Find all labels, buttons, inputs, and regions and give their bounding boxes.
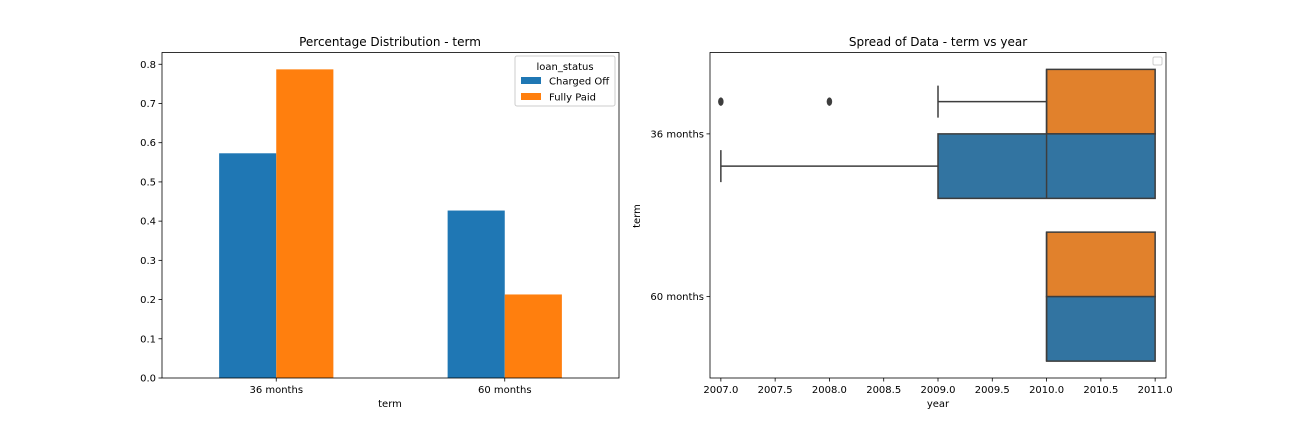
y-tick-label: 0.6 bbox=[140, 138, 156, 149]
legend: loan_status Charged Off Fully Paid bbox=[514, 55, 616, 107]
box-plot: Spread of Data - term vs year 2007.0 2007… bbox=[632, 35, 1173, 410]
y-tick-label: 36 months bbox=[650, 129, 704, 140]
x-tick-label: 2011.0 bbox=[1138, 385, 1173, 396]
bar-group bbox=[219, 69, 562, 378]
y-tick-label: 60 months bbox=[650, 292, 704, 303]
y-tick-label: 0.8 bbox=[140, 60, 156, 71]
bar-fully-paid-0 bbox=[276, 69, 334, 378]
y-tick-label: 0.0 bbox=[140, 374, 156, 385]
y-tick-label: 0.5 bbox=[140, 177, 156, 188]
bar-charged-off-1 bbox=[447, 210, 505, 378]
box-group bbox=[718, 68, 1156, 362]
x-axis-ticks: 36 months 60 months bbox=[249, 378, 532, 396]
box-plot-title: Spread of Data - term vs year bbox=[849, 35, 1027, 49]
box-body bbox=[1045, 231, 1156, 298]
plot-area-frame bbox=[709, 52, 1167, 379]
x-tick-label: 2007.0 bbox=[703, 385, 738, 396]
x-axis-ticks: 2007.0 2007.5 2008.0 2008.5 2009.0 2009.5 2010… bbox=[703, 378, 1173, 396]
y-axis-ticks: 0.0 0.1 0.2 0.3 0.4 0.5 0.6 0.7 0.8 bbox=[140, 60, 162, 385]
y-tick-label: 0.1 bbox=[140, 334, 156, 345]
legend-title: loan_status bbox=[536, 62, 593, 73]
bar-fully-paid-1 bbox=[504, 294, 562, 378]
x-tick-label: 2008.0 bbox=[812, 385, 847, 396]
box-36-months-fully-paid bbox=[718, 68, 1156, 135]
bar-chart-title: Percentage Distribution - term bbox=[299, 35, 481, 49]
legend-label-charged-off: Charged Off bbox=[549, 77, 610, 88]
y-tick-label: 0.4 bbox=[140, 217, 156, 228]
x-tick-label: 2008.5 bbox=[866, 385, 901, 396]
x-tick-label: 36 months bbox=[249, 385, 303, 396]
box-body bbox=[1045, 295, 1156, 362]
x-axis-label: year bbox=[927, 399, 950, 410]
x-axis-label: term bbox=[378, 399, 402, 410]
x-tick-label: 2009.5 bbox=[975, 385, 1010, 396]
legend-swatch-charged-off bbox=[521, 77, 541, 84]
legend-swatch-fully-paid bbox=[521, 93, 541, 100]
box-60-months-fully-paid bbox=[1045, 231, 1156, 298]
box-60-months-charged-off bbox=[1045, 295, 1156, 362]
bar-chart: Percentage Distribution - term 0.0 0.1 0.2… bbox=[140, 35, 620, 410]
legend-label-fully-paid: Fully Paid bbox=[549, 93, 596, 104]
x-tick-label: 2010.0 bbox=[1029, 385, 1064, 396]
x-tick-label: 60 months bbox=[478, 385, 532, 396]
box-36-months-charged-off bbox=[720, 133, 1156, 200]
empty-legend-box bbox=[1152, 56, 1163, 66]
y-axis-ticks: 36 months 60 months bbox=[650, 129, 710, 303]
x-tick-label: 2009.0 bbox=[921, 385, 956, 396]
y-axis-label: term bbox=[632, 204, 643, 228]
x-tick-label: 2007.5 bbox=[758, 385, 793, 396]
x-tick-label: 2010.5 bbox=[1083, 385, 1118, 396]
box-body bbox=[1045, 68, 1156, 135]
outlier-point bbox=[718, 97, 724, 106]
bar-charged-off-0 bbox=[219, 153, 277, 378]
y-tick-label: 0.3 bbox=[140, 256, 156, 267]
y-tick-label: 0.2 bbox=[140, 295, 156, 306]
outlier-point bbox=[826, 97, 833, 106]
plot-area-frame bbox=[161, 52, 620, 379]
y-tick-label: 0.7 bbox=[140, 99, 156, 110]
